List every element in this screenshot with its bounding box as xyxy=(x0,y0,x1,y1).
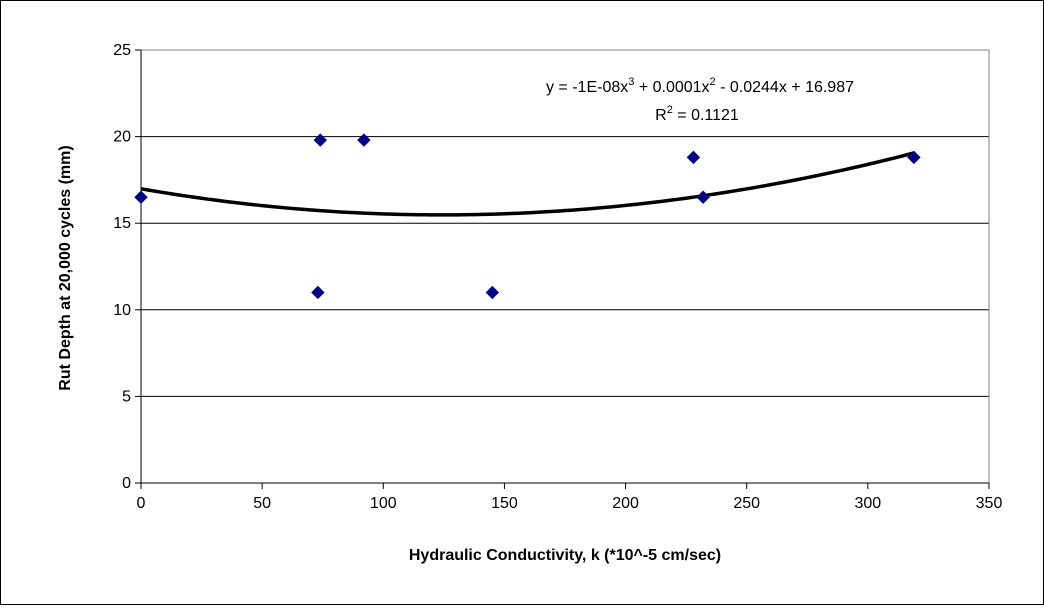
y-tick-label: 25 xyxy=(113,42,131,59)
data-point xyxy=(686,150,701,165)
data-point xyxy=(907,150,921,165)
x-axis-title: Hydraulic Conductivity, k (*10^-5 cm/sec… xyxy=(409,547,721,564)
x-tick-label: 250 xyxy=(733,495,760,512)
y-tick-label: 15 xyxy=(113,215,131,232)
data-point xyxy=(311,285,325,300)
x-tick-label: 150 xyxy=(491,495,518,512)
data-points xyxy=(134,133,921,300)
x-tick-label: 300 xyxy=(855,495,882,512)
axes xyxy=(135,49,990,489)
x-tick-label: 350 xyxy=(976,495,1003,512)
data-point xyxy=(357,133,371,147)
x-tick-label: 0 xyxy=(137,495,146,512)
r-squared-label: R2 = 0.1121 xyxy=(655,104,739,124)
x-tick-label: 50 xyxy=(253,495,271,512)
x-tick-label: 100 xyxy=(370,495,397,512)
y-axis-title: Rut Depth at 20,000 cycles (mm) xyxy=(57,145,74,390)
y-tick-label: 0 xyxy=(122,475,131,492)
x-tick-label: 200 xyxy=(612,495,639,512)
trendline xyxy=(140,151,915,217)
data-point xyxy=(485,285,500,300)
trendline-equation: y = -1E-08x3 + 0.0001x2 - 0.0244x + 16.9… xyxy=(546,76,854,96)
data-point xyxy=(696,190,710,204)
y-tick-label: 10 xyxy=(113,302,131,319)
y-tick-label: 20 xyxy=(113,129,131,146)
data-point xyxy=(134,190,148,204)
y-tick-label: 5 xyxy=(122,388,131,405)
data-point xyxy=(313,133,327,147)
